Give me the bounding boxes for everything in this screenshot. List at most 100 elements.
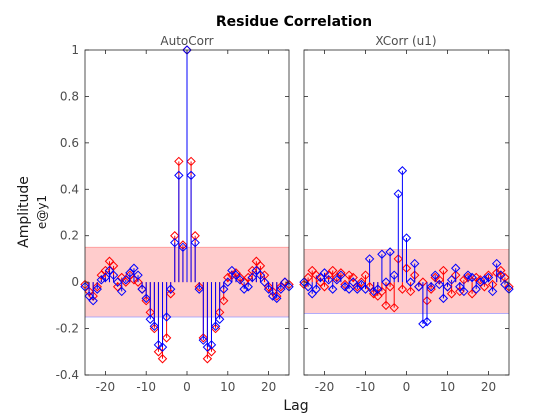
- data-point: [368, 286, 379, 297]
- autocorr-subtitle: AutoCorr: [160, 34, 213, 48]
- data-point: [227, 265, 237, 276]
- data-point: [198, 333, 209, 343]
- data-point: [174, 170, 184, 181]
- data-point: [360, 284, 371, 294]
- data-point: [496, 270, 506, 280]
- data-point: [389, 270, 399, 280]
- data-point: [446, 289, 457, 299]
- data-point: [500, 279, 510, 290]
- x-tick-label: 20: [481, 380, 496, 394]
- data-point: [409, 258, 420, 269]
- figure-title: Residue Correlation: [216, 14, 372, 30]
- data-point: [327, 265, 338, 276]
- data-point: [344, 284, 354, 294]
- data-point: [323, 270, 334, 280]
- data-point: [219, 284, 229, 294]
- data-point: [165, 289, 176, 299]
- data-point: [491, 258, 502, 269]
- data-point: [88, 296, 98, 306]
- y-axis-channel-label: e@y1: [35, 195, 49, 229]
- data-point: [307, 289, 317, 299]
- data-point: [327, 284, 338, 294]
- data-point: [311, 284, 322, 294]
- data-point: [157, 354, 168, 364]
- data-point: [450, 263, 461, 273]
- data-point: [356, 279, 367, 290]
- data-point: [108, 270, 119, 280]
- data-point: [303, 272, 313, 283]
- data-point: [496, 265, 506, 276]
- data-point: [381, 300, 391, 311]
- data-point: [92, 284, 102, 294]
- data-point: [418, 319, 428, 329]
- data-point: [340, 279, 350, 290]
- data-point: [243, 282, 253, 292]
- data-point: [206, 340, 217, 350]
- data-point: [84, 291, 94, 301]
- data-point: [319, 282, 330, 292]
- data-point: [247, 272, 257, 283]
- y-tick-label: -0.4: [56, 368, 79, 382]
- data-point: [190, 237, 200, 248]
- data-point: [100, 272, 111, 283]
- data-point: [129, 263, 139, 273]
- data-point: [267, 291, 278, 301]
- y-tick-label: 1: [71, 43, 79, 57]
- data-point: [170, 231, 180, 241]
- data-point: [178, 242, 188, 253]
- data-point: [165, 284, 176, 294]
- data-point: [364, 254, 375, 264]
- data-point: [170, 237, 180, 248]
- data-point: [255, 261, 266, 271]
- data-point: [455, 282, 465, 292]
- data-point: [311, 270, 322, 280]
- data-point: [104, 256, 115, 266]
- data-point: [96, 275, 107, 285]
- data-point: [455, 286, 465, 297]
- data-point: [206, 347, 217, 357]
- y-tick-label: 0.2: [60, 229, 79, 243]
- data-point: [117, 272, 127, 283]
- data-point: [161, 312, 172, 322]
- data-point: [377, 286, 387, 297]
- data-point: [174, 156, 184, 167]
- data-point: [442, 282, 453, 292]
- data-point: [251, 265, 262, 276]
- data-point: [397, 166, 408, 176]
- data-point: [255, 270, 266, 280]
- data-point: [259, 270, 270, 280]
- data-point: [344, 270, 354, 280]
- data-point: [276, 284, 286, 294]
- data-point: [235, 275, 245, 285]
- data-point: [459, 286, 469, 297]
- data-point: [385, 247, 395, 257]
- data-point: [198, 335, 209, 345]
- x-tick-label: -20: [315, 380, 335, 394]
- data-point: [475, 275, 486, 285]
- data-point: [145, 314, 155, 324]
- data-point: [251, 256, 262, 266]
- data-point: [219, 296, 229, 306]
- axes-box: [303, 49, 510, 376]
- data-point: [263, 282, 274, 292]
- x-tick-label: 0: [183, 380, 191, 394]
- data-point: [487, 286, 498, 297]
- data-point: [479, 282, 490, 292]
- data-point: [210, 321, 221, 331]
- data-point: [247, 265, 257, 276]
- data-point: [276, 282, 286, 292]
- data-point: [373, 291, 383, 301]
- y-tick-label: -0.2: [56, 322, 79, 336]
- data-point: [500, 272, 510, 283]
- data-point: [393, 189, 404, 199]
- data-point: [332, 275, 342, 285]
- x-tick-label: 20: [261, 380, 276, 394]
- data-point: [125, 268, 135, 278]
- data-point: [348, 277, 358, 287]
- data-point: [112, 277, 123, 287]
- data-point: [352, 282, 363, 292]
- data-point: [104, 265, 115, 276]
- data-point: [243, 272, 253, 283]
- data-point: [430, 270, 440, 280]
